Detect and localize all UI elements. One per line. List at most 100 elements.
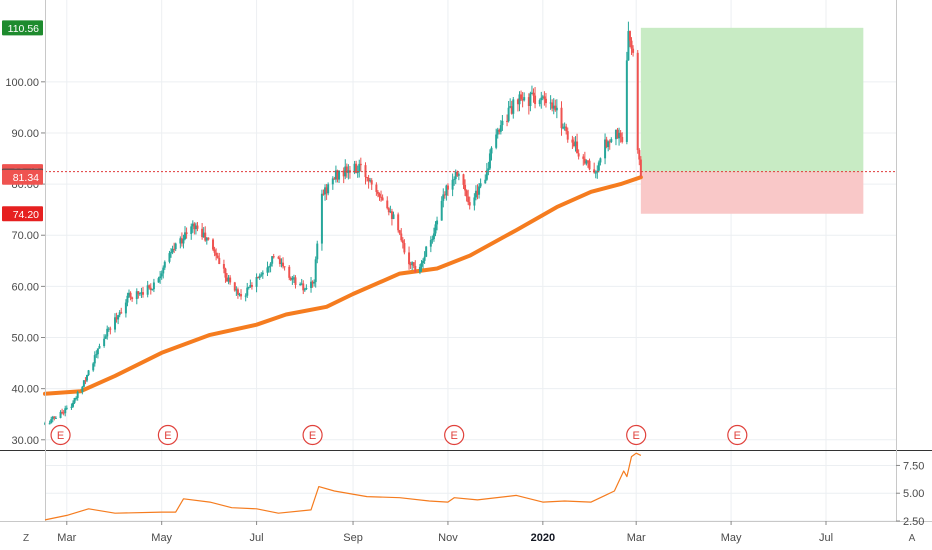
- time-tick-label: Nov: [438, 532, 458, 544]
- timezone-button[interactable]: Z: [22, 532, 30, 544]
- candle-body: [106, 328, 109, 337]
- candle-body: [585, 160, 588, 164]
- indicator-tick-label: 5.00: [903, 488, 924, 500]
- candle-body: [53, 416, 56, 419]
- candle-body: [457, 174, 460, 176]
- earnings-marker: [157, 424, 179, 446]
- candle-body: [412, 262, 415, 266]
- candle-body: [574, 141, 577, 147]
- candle-body: [185, 232, 188, 235]
- candle-body: [159, 276, 162, 279]
- moving-average-line: [43, 175, 643, 396]
- earnings-marker-label: E: [164, 430, 171, 442]
- price-tick-label: 90.00: [11, 128, 39, 140]
- candle-body: [140, 292, 143, 294]
- earnings-marker: [727, 424, 748, 446]
- candle-body: [398, 230, 401, 234]
- candle-body: [260, 274, 263, 276]
- candle-body: [423, 256, 426, 261]
- candle-body: [149, 287, 152, 291]
- candle-body: [465, 190, 468, 197]
- candle-body: [572, 142, 575, 147]
- candle-body: [322, 193, 325, 195]
- candle-body: [257, 277, 260, 279]
- earnings-marker-label: E: [309, 430, 316, 442]
- candle-body: [599, 158, 602, 163]
- candle-body: [367, 177, 370, 182]
- candle-body: [353, 163, 356, 173]
- candle-body: [512, 99, 515, 114]
- candle-body: [212, 239, 215, 250]
- candle-body: [473, 197, 476, 206]
- candle-body: [86, 375, 89, 381]
- time-axis[interactable]: Mar May Jul Sep Nov 2020 Mar May Jul: [57, 521, 833, 544]
- candle-body: [434, 224, 437, 234]
- candle-body: [191, 223, 194, 227]
- candle-body: [173, 248, 176, 250]
- candle-body: [490, 147, 493, 154]
- candle-body: [445, 185, 448, 196]
- price-badge-bg: [2, 169, 43, 185]
- candle-body: [484, 179, 487, 184]
- candle-body: [138, 293, 141, 295]
- candle-body: [226, 277, 229, 282]
- moving-average-path: [43, 175, 643, 396]
- candle-body: [325, 187, 328, 194]
- candle-body: [179, 238, 182, 244]
- candle-body: [507, 107, 510, 122]
- candle-body: [98, 345, 101, 349]
- candle-body: [632, 48, 635, 53]
- candle-body: [509, 106, 512, 108]
- candle-body: [246, 287, 249, 296]
- indicator-axis[interactable]: 7.50 5.00 2.50: [896, 460, 924, 528]
- candle-body: [468, 202, 471, 206]
- candle-body: [464, 184, 467, 191]
- pane-separators: [0, 0, 932, 522]
- candle-body: [386, 200, 389, 209]
- candle-body: [565, 126, 568, 132]
- candle-body: [345, 166, 348, 173]
- candle-body: [369, 180, 372, 182]
- candle-body: [51, 416, 54, 420]
- candle-body: [131, 297, 134, 300]
- long-position-tool[interactable]: [640, 27, 864, 214]
- auto-scale-button[interactable]: A: [908, 532, 916, 544]
- candle-body: [523, 97, 526, 101]
- candle-body: [118, 312, 121, 316]
- candle-body: [429, 240, 432, 247]
- candle-body: [478, 186, 481, 195]
- candle-body: [544, 98, 547, 104]
- candle-body: [292, 277, 295, 279]
- candle-body: [249, 285, 252, 287]
- candle-body: [552, 105, 555, 109]
- price-badge: 110.56: [2, 20, 43, 36]
- candle-body: [518, 94, 521, 105]
- candle-body: [630, 40, 633, 49]
- candle-body: [126, 295, 129, 303]
- candle-body: [114, 317, 117, 330]
- candle-body: [627, 31, 630, 61]
- candle-body: [562, 127, 565, 129]
- candle-body: [375, 184, 378, 192]
- candle-body: [151, 289, 154, 291]
- candle-body: [474, 190, 477, 198]
- candle-body: [72, 402, 75, 407]
- candle-body: [235, 289, 238, 291]
- candle-body: [54, 417, 57, 419]
- candle-body: [425, 246, 428, 257]
- candle-body: [271, 256, 274, 264]
- candle-body: [529, 93, 532, 107]
- candle-body: [607, 141, 610, 148]
- candle-body: [621, 136, 624, 142]
- candle-body: [202, 232, 205, 238]
- candle-body: [163, 261, 166, 268]
- candle-body: [506, 120, 509, 122]
- candle-body: [440, 200, 443, 221]
- candle-body: [401, 240, 404, 244]
- candle-body: [207, 237, 210, 240]
- candle-body: [142, 292, 145, 295]
- candle-body: [331, 178, 334, 185]
- candle-body: [313, 282, 316, 284]
- candle-body: [495, 134, 498, 148]
